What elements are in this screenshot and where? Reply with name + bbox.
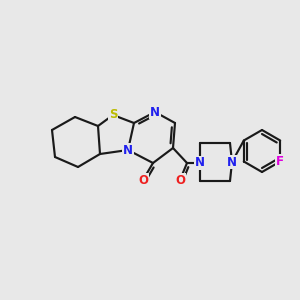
Text: N: N: [195, 157, 205, 169]
Text: N: N: [123, 143, 133, 157]
Text: N: N: [150, 106, 160, 118]
Text: F: F: [276, 155, 284, 168]
Text: O: O: [138, 173, 148, 187]
Text: N: N: [227, 155, 237, 169]
Text: O: O: [175, 173, 185, 187]
Text: S: S: [109, 109, 117, 122]
